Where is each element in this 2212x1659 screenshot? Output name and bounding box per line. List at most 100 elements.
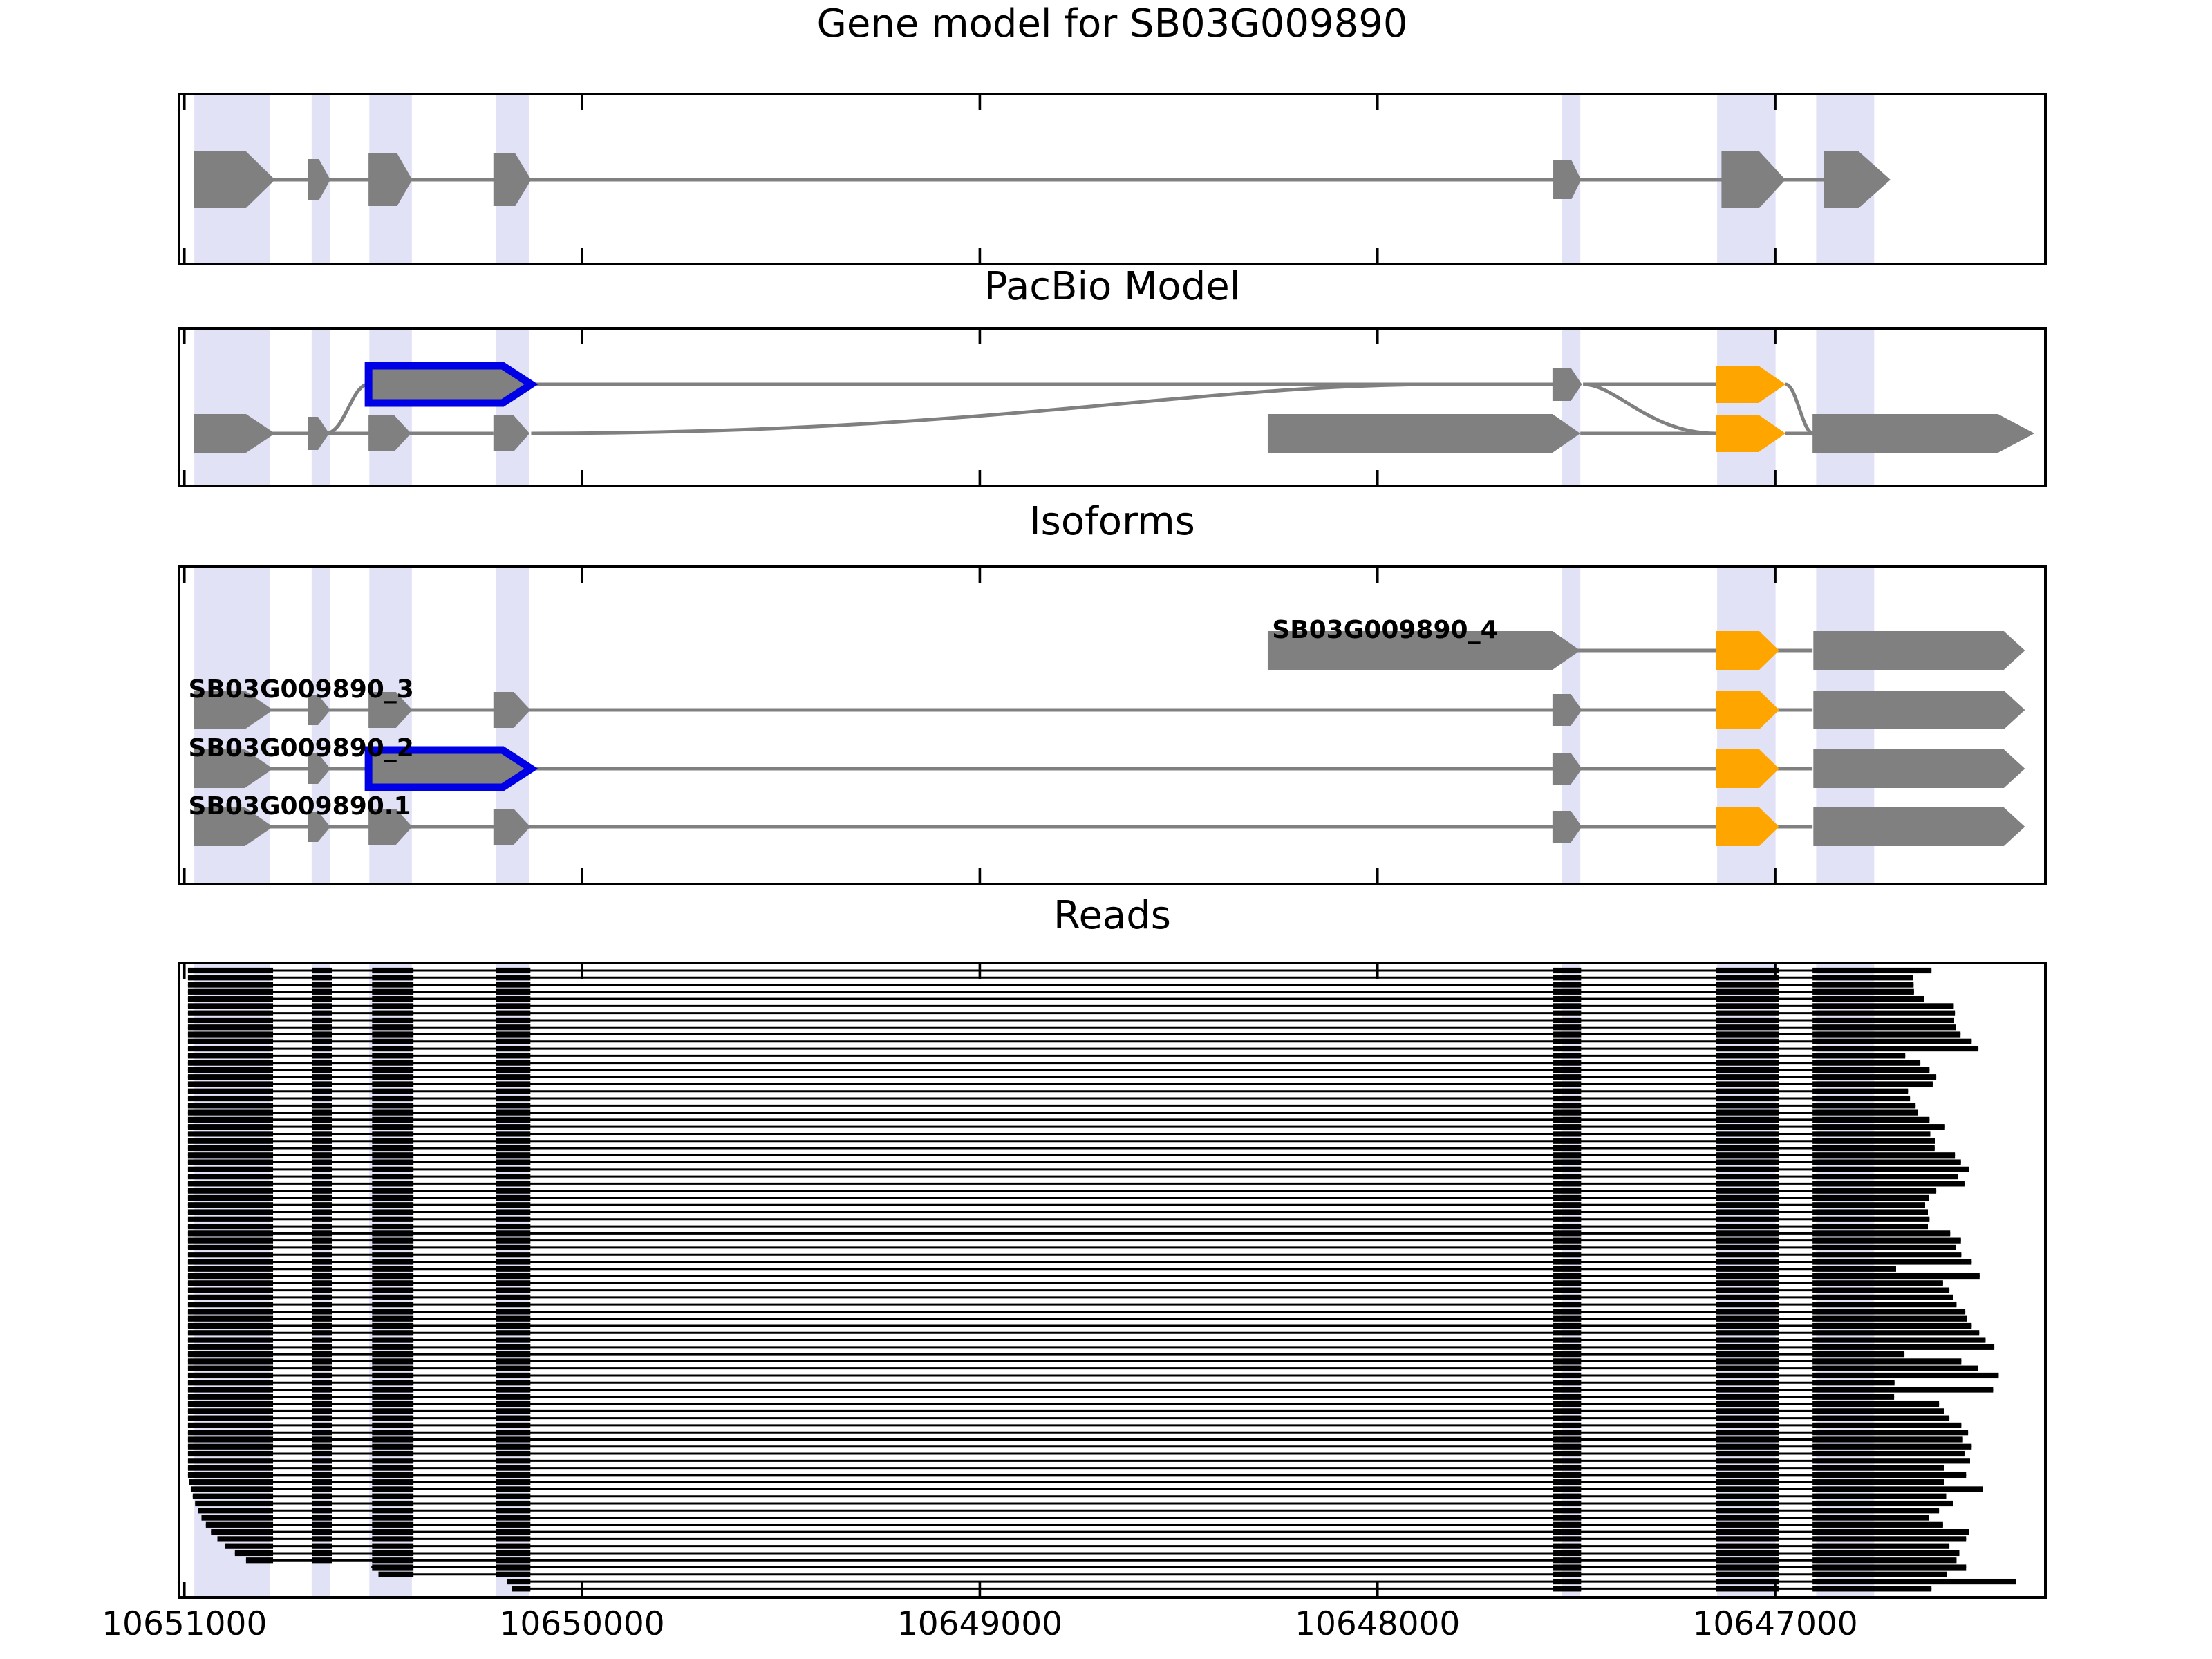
read-exon-block (1812, 1273, 1980, 1280)
read-exon-block (187, 1244, 274, 1251)
read-exon-block (1812, 1394, 1895, 1400)
read-exon-block (372, 1543, 414, 1549)
read-exon-block (1812, 1166, 1969, 1172)
read-exon-block (312, 1152, 332, 1159)
read-exon-block (312, 1380, 332, 1386)
read-exon-block (312, 1515, 332, 1521)
read-exon-block (372, 1103, 414, 1109)
read-exon-block (372, 1294, 414, 1300)
read-exon-block (187, 982, 274, 988)
read-exon-block (372, 1273, 414, 1280)
read-row (187, 1273, 1980, 1280)
read-exon-block (312, 1166, 332, 1172)
read-exon-block (1716, 1294, 1779, 1300)
read-exon-block (496, 1387, 531, 1393)
read-exon-block (372, 1472, 414, 1478)
read-exon-block (496, 1252, 531, 1258)
read-row (187, 1400, 1940, 1407)
read-exon-block (1716, 1529, 1779, 1535)
read-exon-block (1812, 1103, 1916, 1109)
read-exon-block (1716, 1266, 1779, 1272)
read-exon-block (312, 1202, 332, 1208)
splice-curve (531, 382, 1554, 435)
read-exon-block (496, 1109, 531, 1116)
read-exon-block (372, 1095, 414, 1102)
read-exon-block (1553, 1131, 1582, 1137)
read-exon-block (187, 1095, 274, 1102)
read-exon-block (1553, 1315, 1582, 1322)
highlight-band (1717, 327, 1776, 487)
read-exon-block (372, 1152, 414, 1159)
read-exon-block (1553, 1194, 1582, 1201)
read-row (187, 1387, 1994, 1393)
read-row (187, 1188, 1937, 1194)
exon-gray (1812, 414, 2035, 453)
read-row (187, 1024, 1956, 1031)
axis-tick-top (182, 95, 186, 110)
read-exon-block (1716, 1436, 1779, 1443)
axis-tick-top (581, 329, 583, 344)
read-exon-block (1553, 1302, 1582, 1308)
read-exon-block (372, 1131, 414, 1137)
read-exon-block (1716, 1315, 1779, 1322)
read-exon-block (372, 1223, 414, 1230)
read-exon-block (1716, 1010, 1779, 1016)
axis-tick-bottom (182, 470, 186, 485)
read-exon-block (1553, 1159, 1582, 1165)
read-exon-block (1812, 1230, 1951, 1237)
read-exon-block (372, 1443, 414, 1450)
read-exon-block (1812, 1465, 1944, 1471)
exon-gray (308, 695, 330, 725)
read-row (371, 1564, 1967, 1571)
read-exon-block (496, 1053, 531, 1059)
read-exon-block (1812, 1479, 1944, 1485)
read-exon-block (496, 1309, 531, 1315)
read-exon-block (496, 1550, 531, 1557)
exon-blue-outline (364, 746, 538, 791)
isoform-label: SB03G009890_3 (188, 675, 414, 704)
read-exon-block (372, 1053, 414, 1059)
read-exon-block (187, 1365, 274, 1371)
read-row (187, 982, 1914, 988)
read-exon-block (187, 1003, 274, 1009)
read-row (187, 1302, 1957, 1308)
read-exon-block (1553, 1074, 1582, 1080)
read-exon-block (187, 1152, 274, 1159)
read-exon-block (1716, 1045, 1779, 1052)
highlight-band (311, 327, 330, 487)
read-exon-block (1553, 1230, 1582, 1237)
read-exon-block (187, 1174, 274, 1180)
read-exon-block (1716, 1124, 1779, 1130)
read-exon-block (190, 1486, 274, 1492)
read-exon-block (1553, 1337, 1582, 1343)
read-exon-block (1716, 1500, 1779, 1507)
panel-isoforms (178, 565, 2047, 885)
read-exon-block (1812, 1330, 1980, 1336)
read-row (187, 1067, 1930, 1074)
read-exon-block (1812, 1259, 1972, 1265)
read-exon-block (312, 1557, 332, 1564)
read-exon-block (1716, 1493, 1779, 1499)
read-row (187, 1230, 1951, 1237)
read-exon-block (1716, 1450, 1779, 1457)
read-exon-block (496, 1145, 531, 1152)
read-exon-block (1716, 1365, 1779, 1371)
read-exon-block (1553, 1564, 1582, 1571)
read-exon-block (189, 1479, 274, 1485)
exon-gray (1552, 368, 1582, 401)
axis-tick-bottom (1774, 470, 1777, 485)
read-exon-block (1553, 988, 1582, 995)
read-exon-block (496, 1287, 531, 1293)
read-exon-block (1553, 1081, 1582, 1087)
read-exon-block (1812, 1045, 1979, 1052)
highlight-band (1562, 327, 1581, 487)
read-row (187, 1287, 1950, 1293)
read-exon-block (496, 1571, 531, 1577)
read-exon-block (1812, 1557, 1957, 1564)
read-exon-block (1553, 1237, 1582, 1244)
splice-curve (325, 382, 369, 435)
read-exon-block (1716, 982, 1779, 988)
read-exon-block (1812, 1209, 1928, 1215)
read-exon-block (496, 1095, 531, 1102)
read-exon-block (312, 1074, 332, 1080)
